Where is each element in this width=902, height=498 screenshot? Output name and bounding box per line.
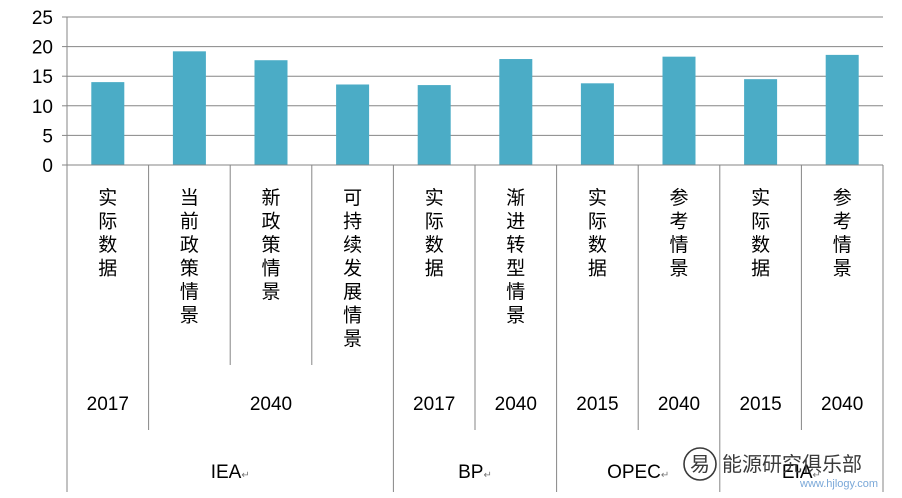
watermark-logo-text: 易 bbox=[690, 452, 710, 476]
bar bbox=[580, 83, 614, 165]
source-label: BP↵ bbox=[458, 462, 492, 483]
bar bbox=[172, 51, 206, 165]
bar bbox=[417, 85, 451, 165]
y-tick-label: 5 bbox=[42, 126, 53, 147]
category-label: 实际数据 bbox=[425, 187, 444, 280]
year-label: 2015 bbox=[739, 394, 781, 415]
watermark-logo-icon bbox=[683, 447, 717, 481]
bar-series bbox=[91, 51, 859, 166]
bar bbox=[91, 82, 125, 165]
bar bbox=[825, 54, 859, 165]
watermark-text: 能源研究俱乐部 bbox=[722, 452, 862, 476]
y-axis: 0 5 10 15 20 25 bbox=[32, 8, 68, 177]
year-label: 2017 bbox=[413, 394, 455, 415]
bar bbox=[499, 59, 533, 166]
bar bbox=[662, 56, 696, 165]
category-label: 可持续发展情景 bbox=[343, 187, 362, 350]
category-label: 新政策情景 bbox=[261, 187, 280, 303]
category-label: 渐进转型情景 bbox=[506, 187, 525, 327]
category-label: 实际数据 bbox=[751, 187, 770, 280]
year-label: 2040 bbox=[821, 394, 863, 415]
bar bbox=[336, 84, 370, 165]
source-label: OPEC↵ bbox=[607, 462, 669, 483]
year-label: 2017 bbox=[87, 394, 129, 415]
watermark-url: www.hjlogy.com bbox=[799, 478, 878, 490]
category-label: 参考情景 bbox=[669, 187, 688, 280]
y-tick-label: 10 bbox=[32, 97, 53, 118]
y-tick-label: 20 bbox=[32, 38, 53, 59]
y-tick-label: 15 bbox=[32, 67, 53, 88]
category-label: 实际数据 bbox=[588, 187, 607, 280]
source-label: EIA↵ bbox=[782, 462, 821, 483]
category-label: 参考情景 bbox=[833, 187, 852, 280]
category-label: 当前政策情景 bbox=[180, 187, 199, 327]
y-tick-label: 25 bbox=[32, 8, 53, 29]
watermark: 易 能源研究俱乐部 www.hjlogy.com bbox=[683, 447, 878, 490]
year-label: 2040 bbox=[658, 394, 700, 415]
category-label: 实际数据 bbox=[98, 187, 117, 280]
year-label: 2015 bbox=[576, 394, 618, 415]
bar bbox=[254, 60, 288, 165]
year-label: 2040 bbox=[250, 394, 292, 415]
source-label: IEA↵ bbox=[211, 462, 250, 483]
bar bbox=[744, 79, 778, 165]
category-table: 实际数据 当前政策情景 新政策情景 可持续发展情景 实际数据 渐进转型情景 实际数据 参考情景… bbox=[66, 164, 884, 492]
year-label: 2040 bbox=[495, 394, 537, 415]
y-tick-label: 0 bbox=[42, 156, 53, 177]
